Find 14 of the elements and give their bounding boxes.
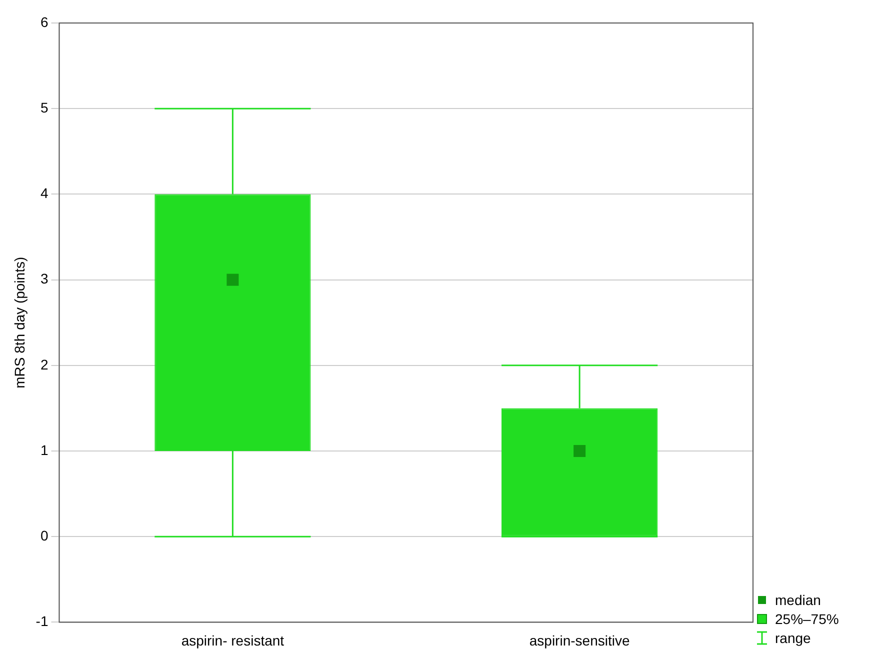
text: range: [775, 630, 811, 646]
y-axis-title: mRS 8th day (points): [11, 256, 28, 388]
y-tick-label: 5: [40, 99, 48, 116]
y-tick-label: 2: [40, 356, 48, 372]
text: median: [775, 592, 821, 608]
y-tick-label: 0: [40, 527, 48, 544]
y-tick-label: 1: [40, 442, 48, 458]
y-tick-label: 4: [40, 185, 48, 202]
x-tick-label: aspirin- resistant: [181, 632, 284, 648]
y-tick-label: 6: [40, 14, 48, 30]
y-tick-label: 3: [40, 270, 48, 287]
text: 25%–75%: [775, 610, 839, 626]
y-tick-label: -1: [36, 613, 48, 630]
x-tick-label: aspirin-sensitive: [529, 632, 630, 648]
